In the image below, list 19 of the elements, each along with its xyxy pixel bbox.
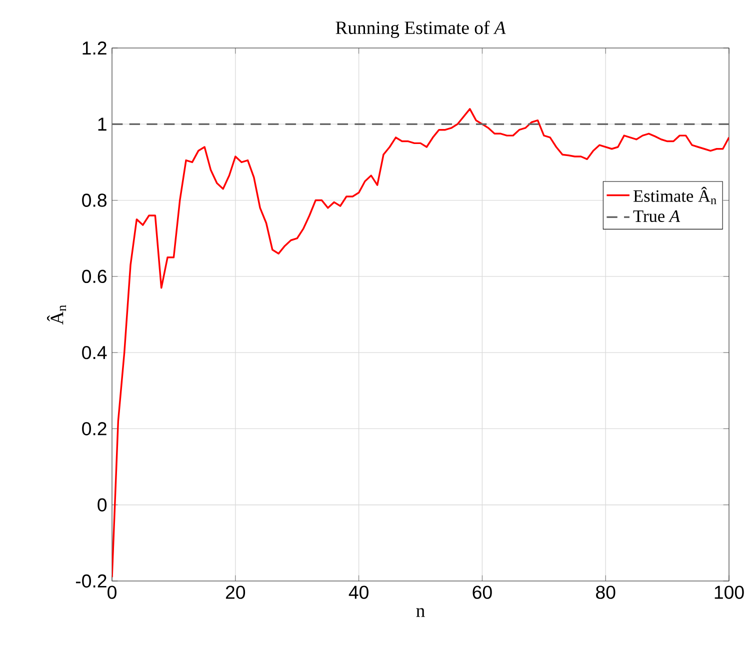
legend-label: Estimate Â$_{n}$ bbox=[634, 186, 716, 204]
y-tick-label: 1.2 bbox=[82, 41, 106, 55]
x-tick-label: 40 bbox=[348, 586, 368, 599]
x-tick-label: 100 bbox=[714, 586, 744, 599]
x-tick-label: 80 bbox=[596, 586, 616, 599]
x-axis-title: n bbox=[416, 608, 425, 617]
y-tick-label: 0 bbox=[98, 498, 107, 512]
y-tick-label: 0.4 bbox=[82, 346, 107, 360]
x-tick-label: 20 bbox=[226, 586, 246, 599]
y-tick-label: 0.8 bbox=[82, 194, 106, 207]
legend-label: True A bbox=[633, 210, 680, 222]
y-tick-label: 0.2 bbox=[82, 422, 106, 436]
y-axis-title: Â$_{n}$ bbox=[47, 305, 66, 325]
y-tick-label: -0.2 bbox=[76, 574, 106, 588]
chart-title: Running Estimate of A bbox=[336, 20, 506, 38]
y-tick-label: 1 bbox=[98, 118, 106, 131]
x-tick-label: 60 bbox=[472, 586, 492, 599]
x-tick-label: 0 bbox=[108, 586, 116, 599]
y-tick-label: 0.6 bbox=[82, 270, 106, 284]
